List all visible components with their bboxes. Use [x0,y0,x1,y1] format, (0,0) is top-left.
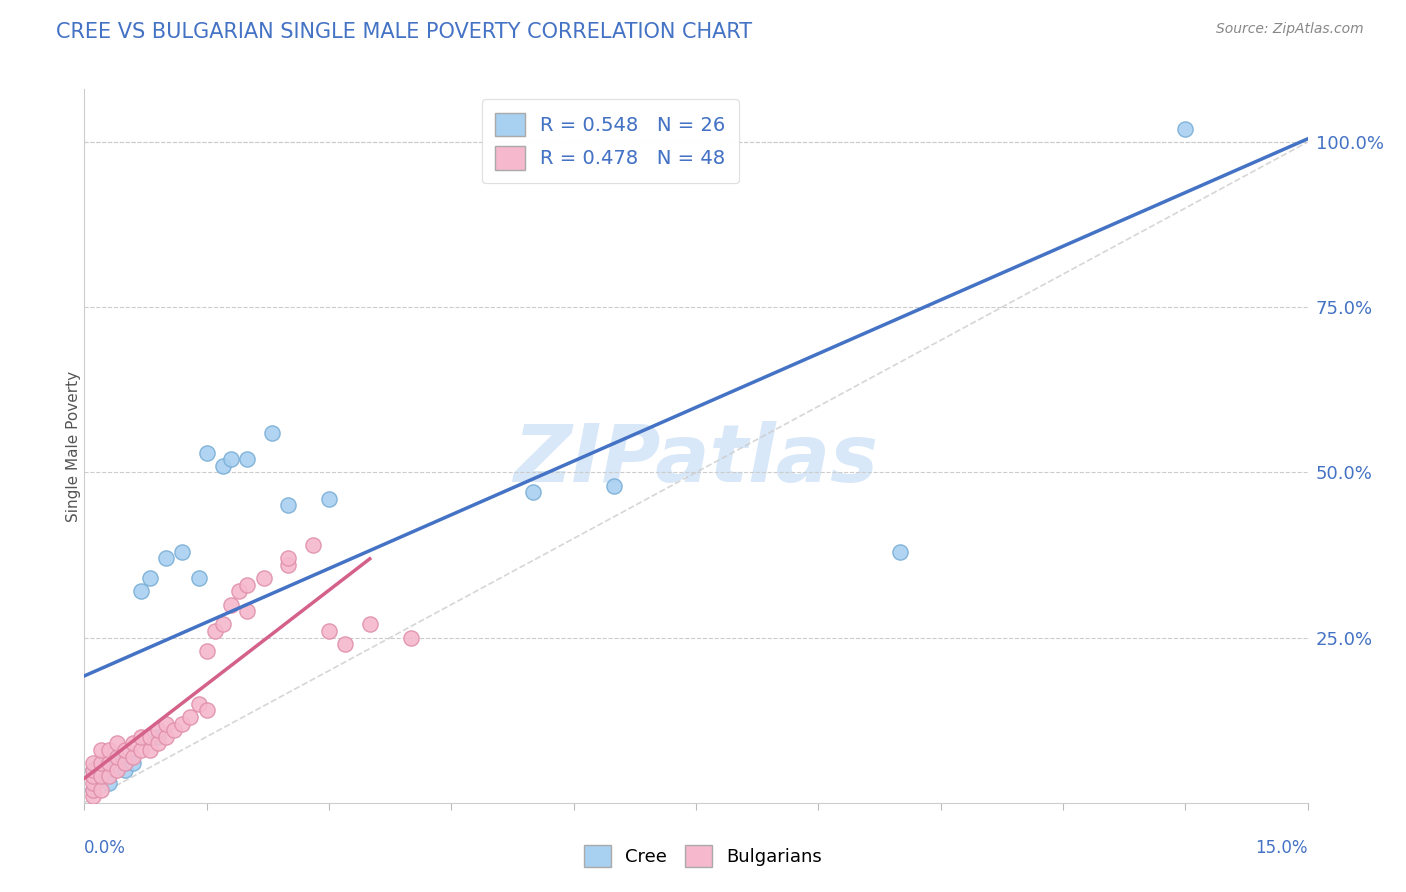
Point [138,571,160,585]
Point [219,598,242,612]
Point [187,697,209,711]
Point [138,743,160,757]
Point [236,578,259,592]
Point [228,584,250,599]
Point [131,730,153,744]
Point [82,782,104,797]
Point [82,763,104,777]
Y-axis label: Single Male Poverty: Single Male Poverty [66,370,80,522]
Point [90,782,112,797]
Text: 0.0%: 0.0% [84,839,127,857]
Point [277,558,299,572]
Point [163,723,186,738]
Point [277,499,299,513]
Point [155,730,177,744]
Point [172,545,194,559]
Point [114,756,136,771]
Point [131,743,153,757]
Point [131,584,153,599]
Point [399,631,422,645]
Point [195,445,218,459]
Text: 15.0%: 15.0% [1256,839,1308,857]
Legend: Cree, Bulgarians: Cree, Bulgarians [576,838,830,874]
Point [146,736,169,750]
Point [122,736,145,750]
Point [522,485,544,500]
Point [90,743,112,757]
Point [97,756,120,771]
Point [146,723,169,738]
Point [105,749,128,764]
Point [219,452,242,467]
Point [82,763,104,777]
Point [195,703,218,717]
Point [318,491,340,506]
Point [90,756,112,771]
Point [82,789,104,804]
Point [97,776,120,790]
Point [105,749,128,764]
Point [359,617,381,632]
Point [97,743,120,757]
Point [1174,121,1197,136]
Point [82,769,104,783]
Point [90,756,112,771]
Point [172,716,194,731]
Point [253,571,276,585]
Point [212,458,235,473]
Point [146,730,169,744]
Point [90,769,112,783]
Point [318,624,340,638]
Point [603,478,626,492]
Point [179,710,201,724]
Text: ZIPatlas: ZIPatlas [513,421,879,500]
Point [335,637,357,651]
Point [236,452,259,467]
Point [212,617,235,632]
Point [260,425,283,440]
Point [82,756,104,771]
Point [122,756,145,771]
Text: Source: ZipAtlas.com: Source: ZipAtlas.com [1216,22,1364,37]
Legend: R = 0.548   N = 26, R = 0.478   N = 48: R = 0.548 N = 26, R = 0.478 N = 48 [482,99,740,184]
Point [122,749,145,764]
Point [204,624,226,638]
Point [301,538,323,552]
Point [90,769,112,783]
Point [277,551,299,566]
Point [236,604,259,618]
Point [138,730,160,744]
Point [195,644,218,658]
Point [97,756,120,771]
Point [82,782,104,797]
Point [97,769,120,783]
Point [114,763,136,777]
Point [114,743,136,757]
Point [155,551,177,566]
Point [82,776,104,790]
Text: CREE VS BULGARIAN SINGLE MALE POVERTY CORRELATION CHART: CREE VS BULGARIAN SINGLE MALE POVERTY CO… [56,22,752,42]
Point [187,571,209,585]
Point [105,763,128,777]
Point [889,545,911,559]
Point [155,716,177,731]
Point [105,736,128,750]
